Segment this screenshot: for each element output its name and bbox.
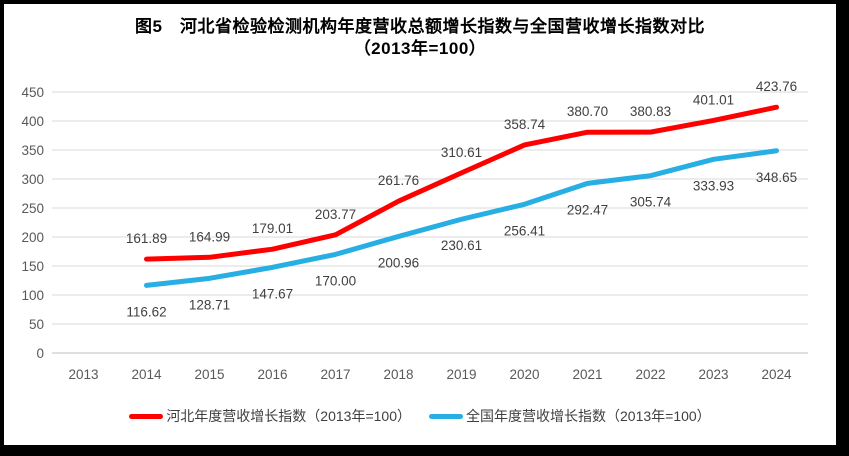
x-axis-category-label: 2022 [635, 367, 665, 382]
x-axis-category-label: 2020 [509, 367, 539, 382]
x-axis-category-label: 2013 [68, 367, 98, 382]
data-label-series-0: 423.76 [756, 79, 797, 94]
data-label-series-1: 116.62 [126, 304, 166, 319]
legend-label-hebei: 河北年度营收增长指数（2013年=100） [166, 408, 411, 424]
data-label-series-1: 200.96 [378, 255, 419, 270]
data-label-series-0: 380.70 [567, 104, 608, 119]
data-label-series-0: 164.99 [189, 229, 230, 244]
data-label-series-0: 203.77 [315, 207, 356, 222]
x-axis-category-label: 2018 [383, 367, 413, 382]
series-line-1 [144, 148, 779, 288]
chart-title-line2: （2013年=100） [353, 39, 487, 58]
data-label-series-0: 179.01 [252, 221, 293, 236]
legend: 河北年度营收增长指数（2013年=100） 全国年度营收增长指数（2013年=1… [4, 406, 836, 426]
x-axis-category-label: 2014 [131, 367, 162, 382]
data-label-series-0: 380.83 [630, 104, 671, 119]
y-axis-tick-label: 150 [21, 259, 44, 274]
data-label-series-0: 161.89 [126, 231, 167, 246]
data-label-series-1: 292.47 [567, 202, 608, 217]
legend-marker-national-line [429, 413, 463, 419]
legend-marker-hebei-line [129, 413, 164, 419]
data-label-series-1: 230.61 [441, 238, 482, 253]
data-label-series-0: 261.76 [378, 173, 419, 188]
chart-title-line1: 图5 河北省检验检测机构年度营收总额增长指数与全国营收增长指数对比 [135, 17, 705, 36]
x-axis-category-label: 2016 [257, 367, 287, 382]
data-label-series-1: 256.41 [504, 223, 545, 238]
y-axis-tick-label: 250 [21, 201, 44, 216]
data-label-series-1: 147.67 [252, 286, 293, 301]
y-axis-tick-label: 450 [21, 85, 44, 100]
data-label-series-1: 333.93 [693, 178, 734, 193]
plot-area: 0 50 100 150 200 250 300 350 400 450 2013 2014 2015 2… [21, 79, 808, 382]
data-label-series-1: 348.65 [756, 170, 797, 185]
x-axis-category-label: 2023 [698, 367, 728, 382]
series-line-0 [144, 104, 779, 262]
data-label-series-0: 401.01 [693, 92, 734, 107]
y-axis-tick-label: 300 [21, 172, 44, 187]
x-axis-category-label: 2015 [194, 367, 224, 382]
y-axis-tick-label: 350 [21, 143, 44, 158]
legend-label-national: 全国年度营收增长指数（2013年=100） [466, 408, 711, 424]
data-label-series-0: 310.61 [441, 145, 482, 160]
x-axis-category-label: 2019 [446, 367, 476, 382]
data-label-series-1: 128.71 [189, 297, 230, 312]
y-axis-tick-label: 100 [21, 288, 44, 303]
y-axis-tick-label: 400 [21, 114, 44, 129]
y-axis-tick-label: 50 [29, 317, 44, 332]
x-axis-category-label: 2021 [572, 367, 602, 382]
y-axis-tick-label: 200 [21, 230, 44, 245]
y-axis-tick-label: 0 [36, 346, 44, 361]
x-axis-category-label: 2024 [761, 367, 792, 382]
data-label-series-1: 170.00 [315, 273, 356, 288]
x-axis-category-label: 2017 [320, 367, 350, 382]
data-label-series-0: 358.74 [504, 117, 546, 132]
chart-title: 图5 河北省检验检测机构年度营收总额增长指数与全国营收增长指数对比 （2013年… [4, 16, 836, 60]
data-label-series-1: 305.74 [630, 195, 672, 210]
legend-item-hebei: 河北年度营收增长指数（2013年=100） [129, 406, 411, 426]
legend-item-national: 全国年度营收增长指数（2013年=100） [429, 406, 711, 426]
